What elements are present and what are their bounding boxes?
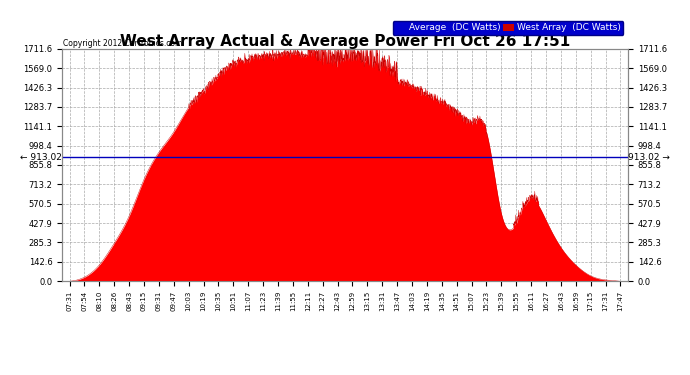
Title: West Array Actual & Average Power Fri Oct 26 17:51: West Array Actual & Average Power Fri Oc…: [120, 34, 570, 49]
Text: Copyright 2012 Cartronics.com: Copyright 2012 Cartronics.com: [63, 39, 183, 48]
Text: 913.02 →: 913.02 →: [629, 153, 671, 162]
Legend: Average  (DC Watts), West Array  (DC Watts): Average (DC Watts), West Array (DC Watts…: [393, 21, 623, 35]
Text: ← 913.02: ← 913.02: [19, 153, 61, 162]
